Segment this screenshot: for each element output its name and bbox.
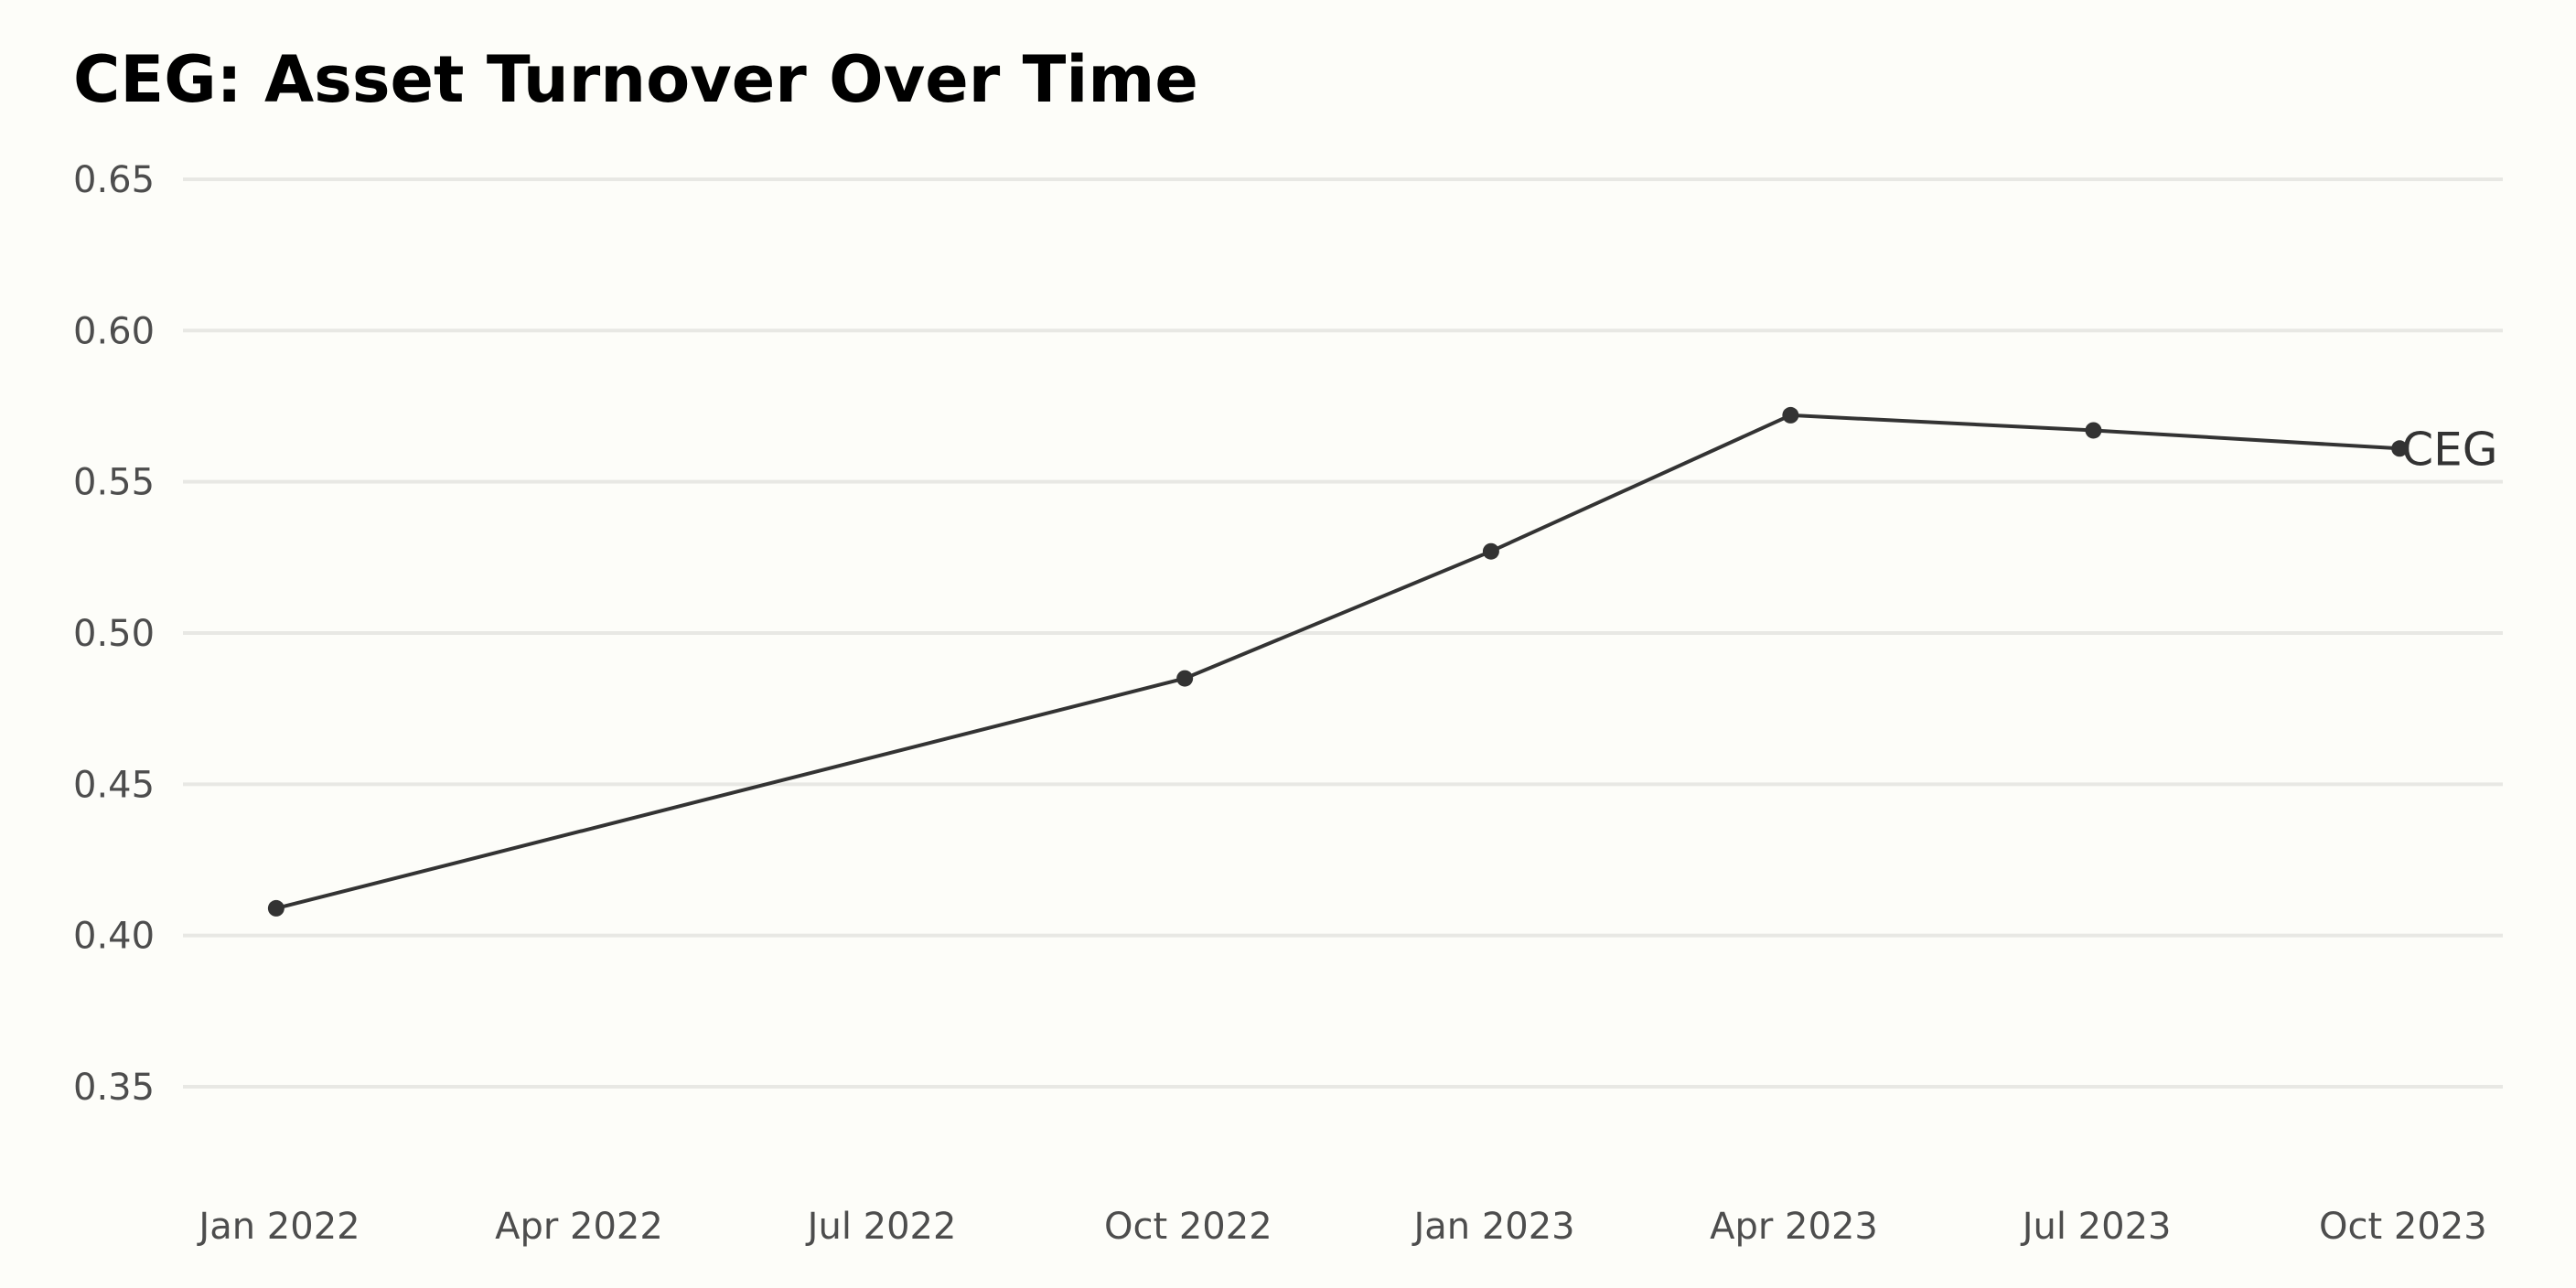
x-tick-label: Jul 2023 bbox=[2020, 1206, 2172, 1248]
data-point bbox=[2085, 422, 2102, 439]
data-point bbox=[267, 899, 284, 917]
chart-title: CEG: Asset Turnover Over Time bbox=[73, 42, 1198, 117]
x-tick-label: Jan 2022 bbox=[196, 1206, 360, 1248]
y-axis-tick-labels: 0.35 0.40 0.45 0.50 0.55 0.60 0.65 bbox=[73, 159, 155, 1109]
y-tick-label: 0.40 bbox=[73, 916, 155, 958]
data-point bbox=[1176, 670, 1194, 687]
y-tick-label: 0.45 bbox=[73, 764, 155, 806]
x-tick-label: Oct 2023 bbox=[2319, 1206, 2487, 1248]
y-gridlines bbox=[183, 177, 2503, 1089]
data-point bbox=[2391, 440, 2409, 457]
x-tick-label: Jan 2023 bbox=[1411, 1206, 1574, 1248]
x-axis-tick-labels: Jan 2022 Apr 2022 Jul 2022 Oct 2022 Jan 2023… bbox=[196, 1206, 2486, 1248]
data-point bbox=[1782, 406, 1799, 424]
y-tick-label: 0.60 bbox=[73, 310, 155, 352]
y-tick-label: 0.35 bbox=[73, 1067, 155, 1109]
y-tick-label: 0.55 bbox=[73, 462, 155, 504]
x-tick-label: Jul 2022 bbox=[805, 1206, 957, 1248]
y-tick-label: 0.65 bbox=[73, 159, 155, 201]
series-line bbox=[275, 413, 2400, 910]
x-tick-label: Apr 2022 bbox=[495, 1206, 663, 1248]
y-tick-label: 0.50 bbox=[73, 613, 155, 655]
data-point bbox=[1482, 542, 1499, 560]
x-tick-label: Apr 2023 bbox=[1710, 1206, 1878, 1248]
x-tick-label: Oct 2022 bbox=[1104, 1206, 1272, 1248]
series-group: CEG bbox=[267, 406, 2497, 917]
series-end-label: CEG bbox=[2401, 423, 2497, 476]
